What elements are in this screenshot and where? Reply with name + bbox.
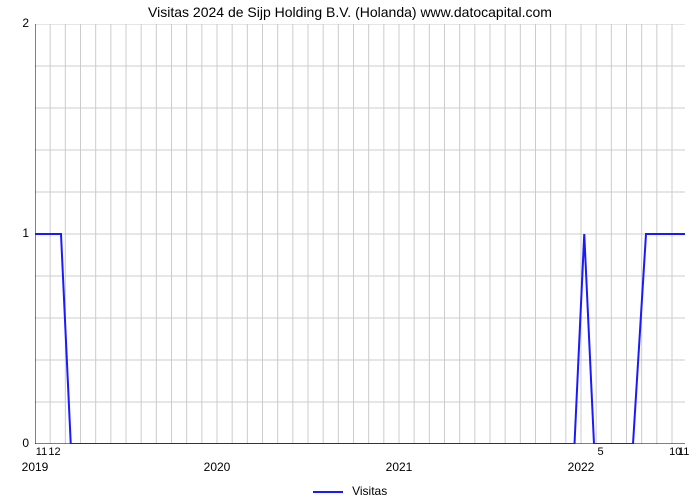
line-chart-plot [35,24,685,444]
x-tick-label: 2020 [204,460,231,474]
x-minor-label: 11 [678,446,689,458]
chart-title: Visitas 2024 de Sijp Holding B.V. (Holan… [0,4,700,20]
y-tick-label: 1 [0,226,29,240]
x-minor-label: 5 [597,446,603,458]
y-tick-label: 0 [0,436,29,450]
x-tick-label: 2022 [568,460,595,474]
x-minor-label: 12 [48,446,60,458]
x-minor-label: 11 [36,446,47,458]
legend-swatch [313,491,343,493]
x-tick-label: 2021 [386,460,413,474]
y-tick-label: 2 [0,16,29,30]
legend-label: Visitas [352,484,387,498]
x-tick-label: 2019 [22,460,49,474]
legend: Visitas [0,484,700,498]
